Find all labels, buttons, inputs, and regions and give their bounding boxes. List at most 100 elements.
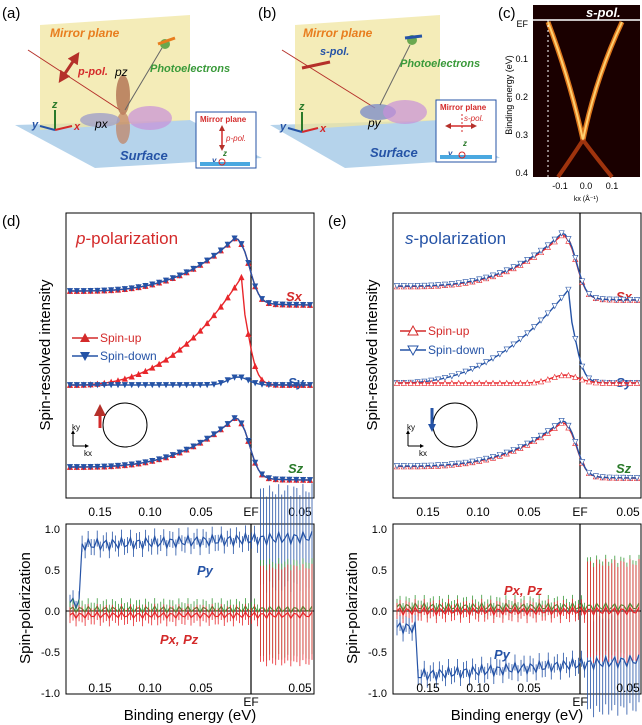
sy-up-e-marker <box>414 379 421 386</box>
svg-text:z: z <box>462 139 467 148</box>
sx-down-d-marker <box>293 301 300 309</box>
sz-down-e-marker <box>455 460 462 467</box>
sy-down-d-marker <box>258 381 266 388</box>
surface-label: Surface <box>120 148 168 163</box>
svg-text:0.3: 0.3 <box>515 130 528 140</box>
sx-down-e-marker <box>455 280 462 287</box>
sx-down-e-marker <box>531 252 538 259</box>
sz-down-d-marker <box>286 476 293 483</box>
sy-down-d-marker <box>279 382 286 389</box>
sy-up-e-marker <box>620 379 627 386</box>
sy-down-d-marker <box>272 382 279 389</box>
sy-up-d-marker <box>217 303 224 310</box>
sx-down-d-marker <box>162 277 170 284</box>
svg-text:0.15: 0.15 <box>416 505 440 519</box>
sz-down-d-marker <box>272 476 279 483</box>
svg-text:-1.0: -1.0 <box>368 688 387 700</box>
fermi-circle-d <box>102 402 148 448</box>
sy-up-e-marker <box>627 379 634 386</box>
sy-down-d-marker <box>238 374 245 381</box>
panel-e: (e) s-polarization Spin-resolved intensi… <box>328 212 642 724</box>
svg-text:0.05: 0.05 <box>616 505 640 519</box>
sx-down-e-marker <box>558 230 565 237</box>
sx-down-d-marker <box>279 301 286 308</box>
sz-down-d-marker <box>265 475 272 482</box>
sy-up-d-marker <box>128 373 135 380</box>
svg-text:y: y <box>211 156 217 165</box>
sy-down-d-marker <box>128 382 135 389</box>
sy-down-d-marker <box>183 382 190 389</box>
panel-b-label: (b) <box>258 5 276 22</box>
panel-c-label: (c) <box>498 5 516 22</box>
sy-down-d-marker <box>135 382 142 389</box>
sz-down-d-marker <box>87 464 94 471</box>
svg-text:0.0: 0.0 <box>45 606 60 618</box>
sy-down-d-marker <box>306 382 314 389</box>
p-pol-arrow <box>58 52 80 83</box>
sz-down-e-marker <box>510 447 517 454</box>
sx-down-d-marker <box>238 241 245 248</box>
sx-down-d-marker <box>204 257 211 264</box>
photoelectrons-label-b: Photoelectrons <box>400 58 480 70</box>
px-e <box>396 605 640 617</box>
sy-down-d-marker <box>169 382 176 389</box>
sx-down-e-marker <box>579 278 586 285</box>
sy-down-d-marker <box>176 382 183 389</box>
sy-down-d-marker <box>190 382 197 389</box>
panel-c: (c) s-pol. EF 0.1 0.2 0.3 0.4 Binding en… <box>498 5 640 203</box>
px-d <box>69 610 313 620</box>
sy-up-e-marker <box>606 379 613 386</box>
sx-down-d-marker <box>128 285 135 292</box>
sz-down-e-marker <box>613 474 620 481</box>
sy-up-e-marker <box>489 379 497 386</box>
sy-up-e-marker <box>517 379 524 386</box>
svg-text:-0.1: -0.1 <box>552 181 568 191</box>
sz-down-d <box>70 417 310 481</box>
sy-up-d-marker <box>135 370 142 377</box>
sx-down-e-marker <box>510 264 517 271</box>
pz-label: pz <box>114 65 128 79</box>
svg-text:EF: EF <box>243 695 258 709</box>
sx-down-e-marker <box>407 283 414 290</box>
sx-down-e-marker <box>606 296 613 303</box>
pol-ylabel-e: Spin-polarization <box>344 552 361 664</box>
sz-down-e-marker <box>476 457 483 464</box>
sz-down-d-marker <box>169 452 176 459</box>
sx-down-d-marker <box>108 287 115 294</box>
sz-down-d-marker <box>66 464 74 471</box>
surface-label-b: Surface <box>370 145 418 160</box>
svg-text:0.5: 0.5 <box>45 565 60 577</box>
sy-up-e-marker <box>510 379 517 386</box>
legend-spin-up-d: Spin-up <box>100 331 142 345</box>
sz-down-e-marker <box>558 417 565 425</box>
sy-down-d-marker <box>197 382 204 389</box>
arpes-xlabel: kx (Å⁻¹) <box>574 194 598 203</box>
sx-down-e-marker <box>414 282 421 290</box>
sz-down-e-marker <box>483 455 490 463</box>
axis-x-label: x <box>73 121 81 133</box>
sy-up-e-marker <box>455 379 462 386</box>
sz-down-e-marker <box>462 459 469 467</box>
sy-up-e-marker <box>592 379 599 386</box>
sz-down-e-marker <box>537 432 545 440</box>
svg-text:0.05: 0.05 <box>517 681 541 695</box>
py-label-e: Py <box>494 647 511 662</box>
sy-up-d-marker <box>245 330 252 337</box>
sz-down-d-marker <box>73 464 80 471</box>
sz-down-e-marker <box>524 440 531 447</box>
svg-text:0.15: 0.15 <box>88 681 112 695</box>
sx-down-e-marker <box>537 247 545 255</box>
sy-up-d-marker <box>169 351 176 358</box>
sz-down-e-marker <box>407 463 414 470</box>
sz-down-d-marker <box>217 426 224 433</box>
sx-down-e-marker <box>599 296 606 303</box>
sz-down-d-marker <box>94 463 101 471</box>
svg-text:0.10: 0.10 <box>466 681 490 695</box>
svg-text:0.5: 0.5 <box>372 565 387 577</box>
svg-text:z: z <box>298 101 305 113</box>
mirror-plane-label: Mirror plane <box>50 26 120 40</box>
sx-down-e-marker <box>572 255 579 262</box>
sy-down-e-marker <box>489 355 497 362</box>
svg-text:-0.5: -0.5 <box>41 647 60 659</box>
sy-up-e-marker <box>496 379 503 386</box>
